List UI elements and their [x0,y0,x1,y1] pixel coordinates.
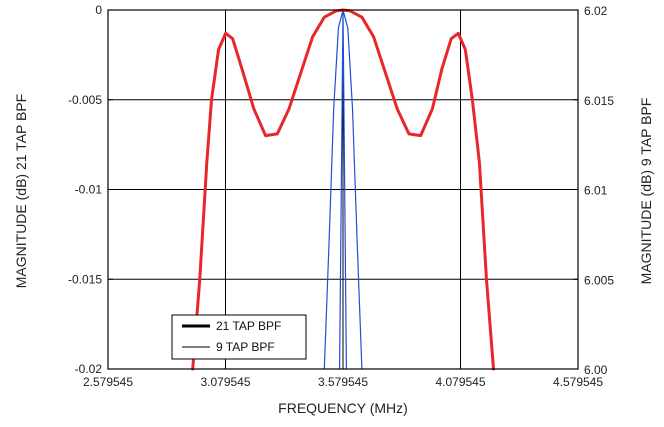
y-right-tick-label: 6.005 [584,273,614,287]
legend-label-21-tap: 21 TAP BPF [216,319,281,333]
x-tick-label: 2.579545 [83,375,133,389]
legend: 21 TAP BPF 9 TAP BPF [171,314,307,360]
y-right-tick-label: 6.01 [584,184,608,198]
y-axis-left-label: MAGNITUDE (dB) 21 TAP BPF [13,94,29,289]
x-tick-label: 4.579545 [553,375,603,389]
legend-box [171,314,307,360]
y-left-tick-label: -0.02 [75,362,103,376]
y-axis-right-label: MAGNITUDE (dB) 9 TAP BPF [638,98,654,285]
x-tick-label: 3.579545 [318,375,368,389]
y-left-tick-label: -0.005 [68,93,102,107]
tick-labels: 2.579545 3.079545 3.579545 4.079545 4.579545… [68,3,614,389]
x-axis-label: FREQUENCY (MHz) [278,400,408,416]
y-left-tick-label: -0.01 [75,183,103,197]
x-tick-label: 4.079545 [435,375,485,389]
x-tick-label: 3.079545 [200,375,250,389]
legend-label-9-tap: 9 TAP BPF [216,340,275,354]
y-right-tick-label: 6.00 [584,363,608,377]
y-right-tick-label: 6.015 [584,94,614,108]
y-right-tick-label: 6.02 [584,4,608,18]
y-left-tick-label: 0 [95,3,102,17]
y-left-tick-label: -0.015 [68,272,102,286]
